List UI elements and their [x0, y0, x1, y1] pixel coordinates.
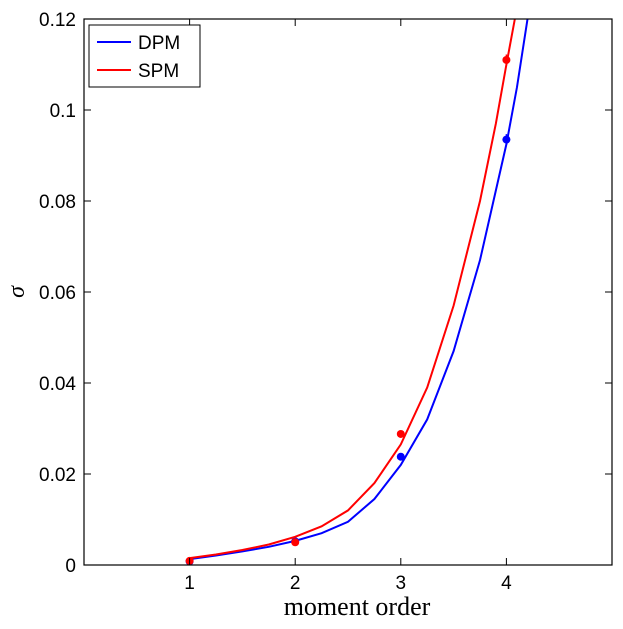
- x-axis-title: moment order: [284, 592, 431, 621]
- data-point-spm: [502, 56, 510, 64]
- y-tick-label: 0.04: [39, 374, 76, 395]
- x-tick-label: 2: [290, 573, 301, 594]
- plot-area: [84, 19, 612, 565]
- data-point-spm: [397, 430, 405, 438]
- y-tick-label: 0.08: [39, 192, 76, 213]
- x-tick-label: 4: [501, 573, 512, 594]
- y-tick-label: 0: [65, 556, 76, 577]
- y-tick-label: 0.06: [39, 283, 76, 304]
- y-tick-label: 0.1: [50, 101, 76, 122]
- y-tick-label: 0.12: [39, 10, 76, 31]
- x-tick-label: 3: [396, 573, 407, 594]
- x-tick-label: 1: [184, 573, 195, 594]
- y-tick-label: 0.02: [39, 465, 76, 486]
- legend: DPM SPM: [89, 25, 200, 87]
- plot-background: [84, 19, 612, 565]
- data-point-spm: [291, 538, 299, 546]
- data-point-dpm: [397, 453, 405, 461]
- legend-label-dpm: DPM: [138, 33, 180, 54]
- y-axis-title: σ: [4, 285, 30, 298]
- data-point-dpm: [502, 136, 510, 144]
- legend-label-spm: SPM: [138, 61, 179, 82]
